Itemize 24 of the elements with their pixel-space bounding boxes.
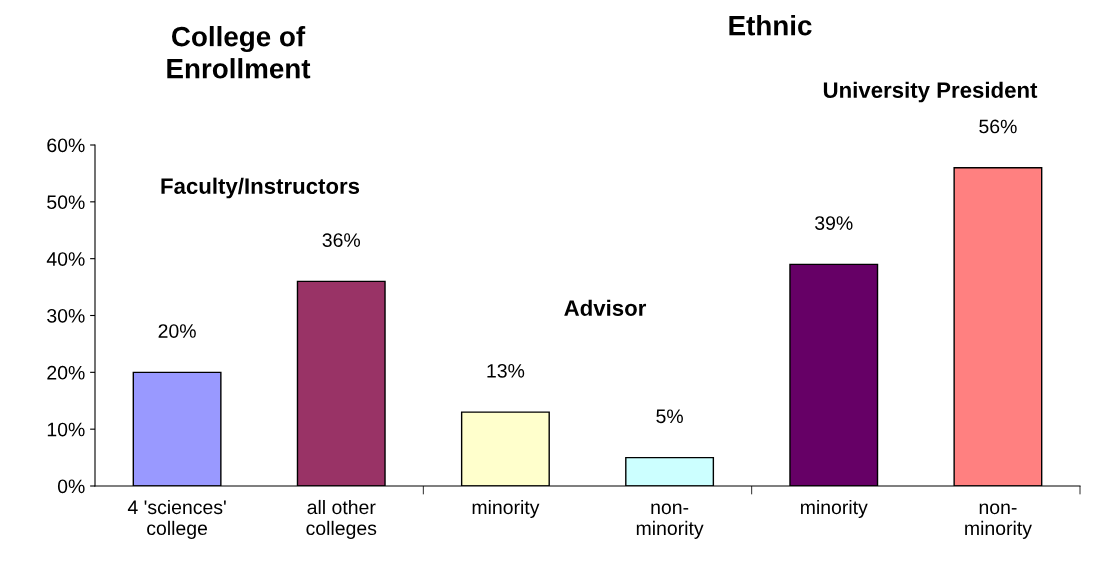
data-label: 20% — [158, 324, 196, 338]
y-tick-label: 30% — [47, 308, 85, 323]
text: Ethnic — [729, 15, 812, 36]
data-label: 13% — [487, 363, 525, 378]
y-tick-label: 40% — [46, 252, 85, 266]
x-tick-label: minority — [801, 499, 868, 519]
text: University President — [823, 81, 1038, 103]
y-tick-label: 60% — [47, 138, 85, 153]
data-label: 39% — [815, 216, 853, 230]
data-label: 36% — [322, 233, 361, 247]
x-tick-label: non- minority — [965, 503, 1032, 539]
x-tick-label: non- minority — [636, 503, 704, 539]
annotation: Faculty/Instructors — [161, 177, 360, 199]
y-tick-label: 50% — [47, 195, 85, 210]
annotation: Advisor — [564, 299, 647, 316]
x-tick-label: minority — [472, 499, 540, 519]
y-tick-label: 0% — [57, 479, 85, 494]
text: College of Enrollment — [167, 26, 311, 79]
data-label: 56% — [979, 119, 1017, 134]
y-tick-label: 10% — [47, 422, 85, 437]
data-label: 5% — [656, 409, 683, 424]
y-tick-label: 20% — [47, 365, 85, 380]
x-tick-label: all other colleges — [306, 499, 377, 539]
x-tick-label: 4 'sciences' college — [127, 499, 226, 539]
